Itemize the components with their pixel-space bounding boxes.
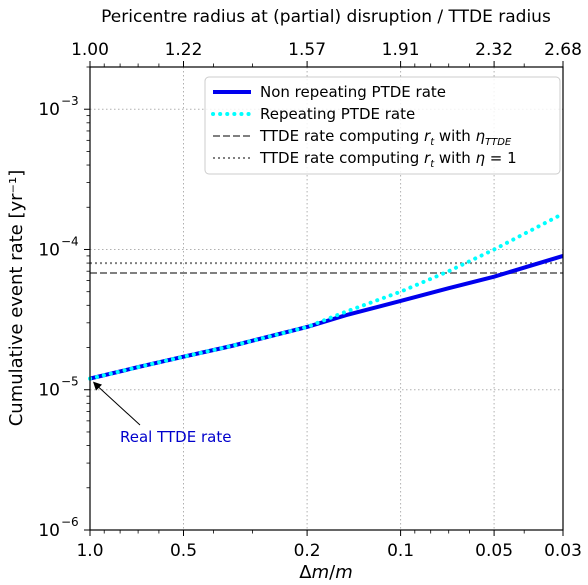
series-line (88, 211, 565, 381)
annotation-text: Real TTDE rate (120, 428, 231, 446)
top-axis: 1.00 1.22 1.57 1.91 2.32 2.68 (71, 40, 582, 67)
plot-frame (89, 66, 564, 531)
x-tick-label: 0.05 (475, 541, 513, 561)
y-tick-exponent: −5 (61, 375, 79, 389)
legend-label: TTDE rate computing rt with ηTTDE (259, 127, 512, 148)
legend-label: Non repeating PTDE rate (260, 83, 446, 101)
top-tick-label: 1.57 (288, 40, 326, 60)
x-tick-label: 1.0 (76, 541, 103, 561)
top-tick-label: 2.32 (475, 40, 513, 60)
top-tick-label: 1.91 (382, 40, 420, 60)
y-tick-label: 10 (38, 521, 60, 541)
reference-lines (90, 262, 563, 274)
annotation-arrow (96, 385, 141, 426)
x-tick-label: 0.1 (387, 541, 414, 561)
y-tick-label: 10 (38, 381, 60, 401)
x-tick-label: 0.5 (170, 541, 197, 561)
top-axis-title: Pericentre radius at (partial) disruptio… (101, 7, 551, 27)
legend-label: TTDE rate computing rt with η = 1 (259, 149, 517, 170)
y-tick-exponent: −6 (61, 515, 79, 529)
top-tick-label: 2.68 (544, 40, 582, 60)
top-tick-label: 1.00 (71, 40, 109, 60)
y-tick-label: 10 (38, 240, 60, 260)
annotation: Real TTDE rate (93, 381, 231, 446)
top-tick-label: 1.22 (165, 40, 203, 60)
legend-label: Repeating PTDE rate (260, 105, 415, 123)
x-axis-label: Δm/m (299, 562, 353, 583)
data-series (88, 211, 565, 381)
x-tick-label: 0.03 (544, 541, 582, 561)
annotation-arrowhead (93, 381, 102, 391)
y-tick-exponent: −4 (61, 234, 79, 248)
legend-box (204, 76, 561, 175)
legend: Non repeating PTDE rate Repeating PTDE ra… (204, 76, 561, 175)
y-axis-label: Cumulative event rate [yr⁻¹] (6, 170, 27, 427)
bottom-axis: 1.0 0.5 0.2 0.1 0.05 0.03 (76, 63, 582, 561)
x-tick-label: 0.2 (294, 541, 321, 561)
y-tick-label: 10 (38, 100, 60, 120)
left-axis: 10−610−510−410−3 (38, 66, 90, 541)
y-tick-exponent: −3 (61, 94, 79, 108)
